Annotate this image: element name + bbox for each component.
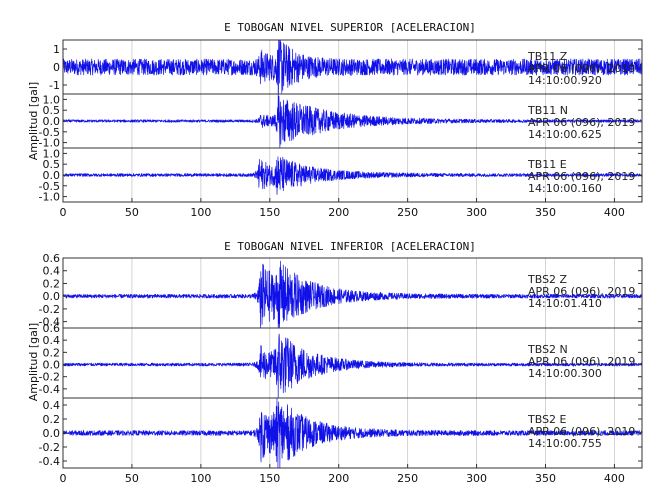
lower-block-title: E TOBOGAN NIVEL INFERIOR [ACELERACION] [224,240,476,253]
x-tick-label: 250 [397,472,418,485]
y-tick-label: 0.4 [43,265,61,278]
y-tick-label: 0.2 [43,346,61,359]
waveform-trace [62,93,643,148]
x-tick-label: 150 [259,206,280,219]
x-tick-label: 250 [397,206,418,219]
upper-level-block: E TOBOGAN NIVEL SUPERIOR [ACELERACION] A… [27,21,643,219]
x-tick-label: 50 [125,206,139,219]
y-tick-label: -1 [49,79,60,92]
y-tick-label: 0.0 [43,115,61,128]
y-tick-label: 0.4 [43,399,61,412]
y-tick-label: -0.5 [39,126,60,139]
x-tick-label: 300 [466,206,487,219]
y-tick-label: -0.4 [39,316,60,329]
station-annotation: TB11 E [527,158,567,171]
station-annotation: APR 06 (096), 2019 [528,170,635,183]
x-tick-label: 300 [466,472,487,485]
x-tick-label: 100 [190,472,211,485]
y-tick-label: -1.0 [39,191,60,204]
x-tick-label: 400 [604,206,625,219]
y-tick-label: -0.5 [39,180,60,193]
x-tick-label: 100 [190,206,211,219]
y-tick-label: 0.6 [43,252,61,265]
y-tick-label: -0.4 [39,383,60,396]
y-tick-label: -0.2 [39,441,60,454]
x-tick-label: 200 [328,206,349,219]
y-tick-label: 0.2 [43,413,61,426]
y-tick-label: 0.0 [43,359,61,372]
lower-level-block: E TOBOGAN NIVEL INFERIOR [ACELERACION] A… [27,240,643,485]
y-tick-label: 0.0 [43,169,61,182]
y-tick-label: 0.6 [43,322,61,335]
y-tick-label: 0.4 [43,334,61,347]
y-tick-label: 0.0 [43,427,61,440]
waveform-trace [62,397,643,469]
station-annotation: 14:10:00.625 [528,128,602,141]
station-annotation: TB11 Z [527,50,568,63]
station-annotation: 14:10:00.160 [528,182,602,195]
station-annotation: TB11 N [527,104,568,117]
x-tick-label: 350 [535,206,556,219]
x-tick-label: 0 [60,206,67,219]
station-annotation: TBS2 Z [527,273,568,286]
y-tick-label: -0.4 [39,455,60,468]
y-tick-label: 1 [53,43,60,56]
station-annotation: 14:10:00.300 [528,367,602,380]
y-tick-label: -1.0 [39,137,60,150]
station-annotation: 14:10:01.410 [528,297,602,310]
station-annotation: APR 06 (096), 2019 [528,285,635,298]
y-tick-label: 0.5 [43,158,61,171]
x-tick-label: 350 [535,472,556,485]
y-tick-label: 1.0 [43,93,61,106]
station-annotation: APR 06 (096), 2019 [528,116,635,129]
station-annotation: TBS2 N [527,343,568,356]
station-annotation: TBS2 E [527,413,567,426]
upper-block-ylabel: Amplitud [gal] [27,82,40,160]
station-annotation: APR 06 (096), 2019 [528,62,635,75]
station-annotation: 14:10:00.920 [528,74,602,87]
lower-block-ylabel: Amplitud [gal] [27,323,40,401]
waveform-trace [62,260,643,329]
station-annotation: 14:10:00.755 [528,437,602,450]
y-tick-label: 0 [53,61,60,74]
x-tick-label: 150 [259,472,280,485]
waveform-trace [62,333,643,399]
y-tick-label: 1.0 [43,147,61,160]
station-annotation: APR 06 (096), 2019 [528,425,635,438]
y-tick-label: -0.2 [39,371,60,384]
x-tick-label: 0 [60,472,67,485]
y-tick-label: 0.0 [43,290,61,303]
waveform-trace [62,39,643,95]
y-tick-label: 0.2 [43,277,61,290]
y-tick-label: 0.5 [43,104,61,117]
station-annotation: APR 06 (096), 2019 [528,355,635,368]
x-tick-label: 200 [328,472,349,485]
upper-block-title: E TOBOGAN NIVEL SUPERIOR [ACELERACION] [224,21,476,34]
x-tick-label: 50 [125,472,139,485]
waveform-trace [62,156,643,195]
y-tick-label: -0.2 [39,303,60,316]
x-tick-label: 400 [604,472,625,485]
